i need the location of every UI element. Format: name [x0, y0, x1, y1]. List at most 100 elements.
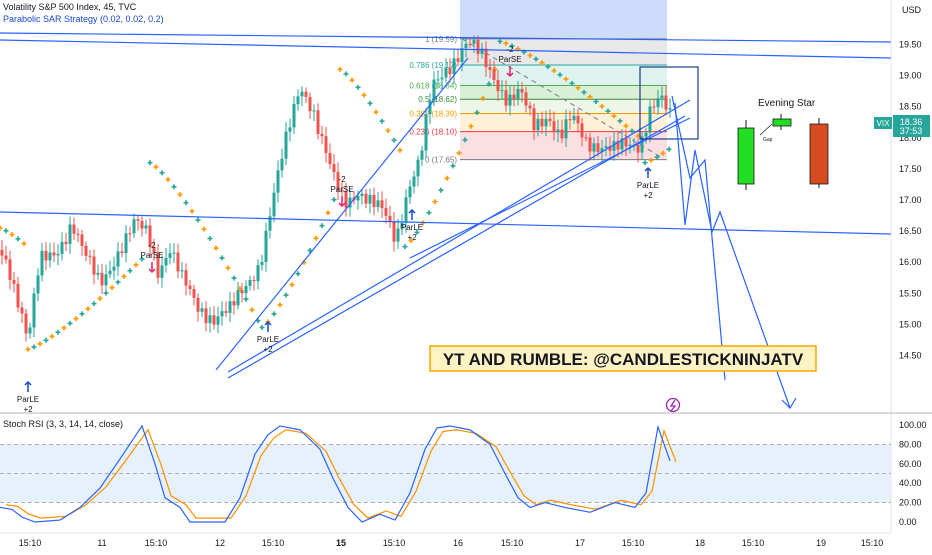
candle[interactable] — [56, 243, 60, 266]
candle[interactable] — [208, 307, 212, 333]
candle[interactable] — [568, 110, 572, 130]
candle[interactable] — [552, 111, 556, 141]
candle[interactable] — [84, 241, 88, 262]
candle[interactable] — [448, 58, 452, 83]
candle[interactable] — [16, 276, 20, 313]
candle[interactable] — [452, 48, 456, 84]
candle[interactable] — [176, 243, 180, 279]
candle[interactable] — [268, 207, 272, 239]
candle[interactable] — [516, 81, 520, 106]
candle[interactable] — [488, 58, 492, 79]
candle[interactable] — [428, 93, 432, 125]
candle[interactable] — [200, 302, 204, 318]
rsi-label[interactable]: Stoch RSI (3, 3, 14, 14, close) — [3, 419, 124, 429]
candle[interactable] — [24, 309, 28, 342]
candle[interactable] — [228, 291, 232, 322]
candle[interactable] — [404, 189, 408, 233]
trend-line[interactable] — [0, 211, 892, 235]
candle[interactable] — [444, 58, 448, 83]
candle[interactable] — [484, 41, 488, 77]
candle[interactable] — [256, 259, 260, 290]
candle[interactable] — [36, 268, 40, 302]
candle[interactable] — [376, 192, 380, 213]
candle[interactable] — [320, 125, 324, 145]
candle[interactable] — [464, 37, 468, 58]
candle[interactable] — [332, 154, 336, 181]
candle[interactable] — [656, 89, 660, 115]
candle[interactable] — [128, 226, 132, 243]
candle[interactable] — [140, 216, 144, 237]
candle[interactable] — [308, 92, 312, 119]
candle[interactable] — [92, 249, 96, 285]
candle[interactable] — [44, 241, 48, 271]
candle[interactable] — [284, 122, 288, 166]
candle[interactable] — [144, 219, 148, 234]
candle[interactable] — [32, 287, 36, 338]
candle[interactable] — [532, 103, 536, 141]
parle-signal-3[interactable]: ParLE+2 — [401, 208, 423, 242]
candle[interactable] — [224, 301, 228, 318]
strategy-label[interactable]: Parabolic SAR Strategy (0.02, 0.02, 0.2) — [3, 14, 164, 24]
candle[interactable] — [184, 263, 188, 296]
candle[interactable] — [380, 191, 384, 218]
candle[interactable] — [580, 117, 584, 147]
candle[interactable] — [388, 205, 392, 228]
candle[interactable] — [644, 127, 648, 144]
candle[interactable] — [400, 214, 404, 236]
candle[interactable] — [424, 108, 428, 159]
candle[interactable] — [496, 70, 500, 101]
candle[interactable] — [272, 182, 276, 223]
candle[interactable] — [468, 38, 472, 48]
candle[interactable] — [660, 86, 664, 109]
candle[interactable] — [220, 301, 224, 326]
candle[interactable] — [664, 85, 668, 116]
parle-signal-1[interactable]: ParLE+2 — [17, 380, 39, 414]
candle[interactable] — [544, 110, 548, 137]
projection-path-2[interactable] — [671, 95, 726, 381]
candle[interactable] — [172, 242, 176, 264]
currency-label[interactable]: USD — [902, 5, 922, 15]
candle[interactable] — [608, 136, 612, 157]
candle[interactable] — [344, 182, 348, 217]
candle[interactable] — [100, 263, 104, 294]
candle[interactable] — [416, 155, 420, 187]
candle[interactable] — [304, 87, 308, 104]
candle[interactable] — [276, 160, 280, 203]
candle[interactable] — [588, 132, 592, 161]
candle[interactable] — [472, 35, 476, 54]
candle[interactable] — [624, 129, 628, 157]
candle[interactable] — [512, 85, 516, 107]
candle[interactable] — [296, 89, 300, 112]
candle[interactable] — [232, 292, 236, 315]
candle[interactable] — [280, 148, 284, 178]
candle[interactable] — [620, 128, 624, 156]
trend-line[interactable] — [0, 39, 892, 59]
candle[interactable] — [492, 60, 496, 86]
candle[interactable] — [440, 67, 444, 89]
lightning-icon[interactable] — [665, 397, 681, 413]
parle-signal-2[interactable]: ParLE+2 — [257, 320, 279, 354]
candle[interactable] — [348, 189, 352, 217]
candle[interactable] — [156, 244, 160, 284]
candle[interactable] — [508, 85, 512, 116]
candle[interactable] — [168, 243, 172, 265]
candle[interactable] — [252, 275, 256, 291]
candle[interactable] — [60, 232, 64, 261]
parle-signal-4[interactable]: ParLE+2 — [637, 166, 659, 200]
candle[interactable] — [504, 80, 508, 112]
candle[interactable] — [192, 284, 196, 306]
candle[interactable] — [64, 232, 68, 252]
candle[interactable] — [456, 49, 460, 67]
candle[interactable] — [216, 306, 220, 334]
candle[interactable] — [392, 212, 396, 252]
candle[interactable] — [196, 293, 200, 322]
candle[interactable] — [628, 136, 632, 154]
candle[interactable] — [596, 135, 600, 157]
candle[interactable] — [52, 242, 56, 263]
candle[interactable] — [520, 82, 524, 103]
candle[interactable] — [384, 198, 388, 224]
candle[interactable] — [48, 242, 52, 268]
